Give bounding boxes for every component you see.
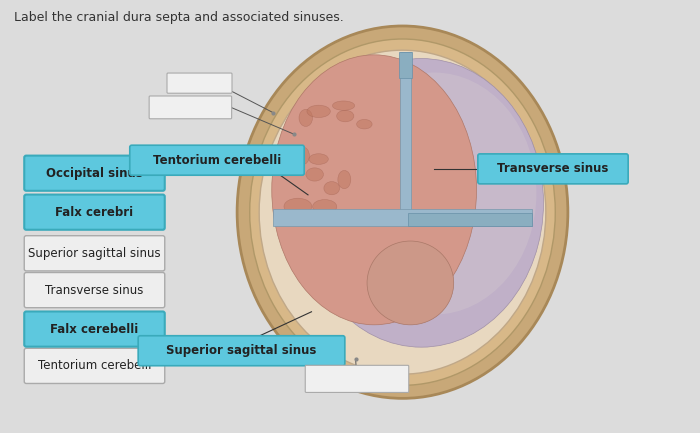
Ellipse shape (332, 72, 536, 314)
Ellipse shape (313, 200, 337, 214)
Text: Superior sagittal sinus: Superior sagittal sinus (167, 344, 316, 357)
FancyBboxPatch shape (25, 348, 164, 384)
FancyBboxPatch shape (138, 336, 345, 366)
FancyBboxPatch shape (149, 96, 232, 119)
Text: Transverse sinus: Transverse sinus (497, 162, 609, 175)
Ellipse shape (250, 39, 555, 385)
FancyBboxPatch shape (25, 272, 164, 308)
Text: Falx cerebri: Falx cerebri (55, 206, 134, 219)
Ellipse shape (299, 109, 312, 126)
Ellipse shape (338, 171, 351, 189)
Text: Tentorium cerebelli: Tentorium cerebelli (38, 359, 151, 372)
Ellipse shape (309, 154, 328, 165)
Ellipse shape (272, 55, 477, 325)
Ellipse shape (307, 105, 330, 117)
Polygon shape (408, 213, 532, 226)
Ellipse shape (356, 120, 372, 129)
Ellipse shape (306, 168, 323, 181)
Ellipse shape (324, 181, 340, 195)
Text: Tentorium cerebelli: Tentorium cerebelli (153, 154, 281, 167)
Ellipse shape (337, 110, 354, 122)
Polygon shape (273, 210, 532, 226)
Text: Label the cranial dura septa and associated sinuses.: Label the cranial dura septa and associa… (14, 11, 344, 24)
FancyBboxPatch shape (167, 73, 232, 93)
Polygon shape (400, 52, 411, 216)
Text: Transverse sinus: Transverse sinus (46, 284, 144, 297)
FancyBboxPatch shape (130, 145, 304, 175)
Text: Superior sagittal sinus: Superior sagittal sinus (28, 247, 161, 260)
FancyBboxPatch shape (305, 365, 409, 392)
Text: Falx cerebelli: Falx cerebelli (50, 323, 139, 336)
FancyBboxPatch shape (25, 155, 164, 191)
FancyBboxPatch shape (25, 194, 164, 230)
FancyBboxPatch shape (25, 311, 164, 347)
Ellipse shape (259, 50, 546, 374)
Ellipse shape (332, 101, 355, 110)
Text: Occipital sinus: Occipital sinus (46, 167, 143, 180)
Polygon shape (399, 52, 412, 78)
FancyBboxPatch shape (25, 236, 164, 271)
Ellipse shape (237, 26, 568, 398)
Ellipse shape (284, 198, 312, 215)
Ellipse shape (367, 241, 454, 325)
FancyBboxPatch shape (478, 154, 628, 184)
Ellipse shape (300, 58, 543, 347)
Ellipse shape (296, 147, 309, 165)
